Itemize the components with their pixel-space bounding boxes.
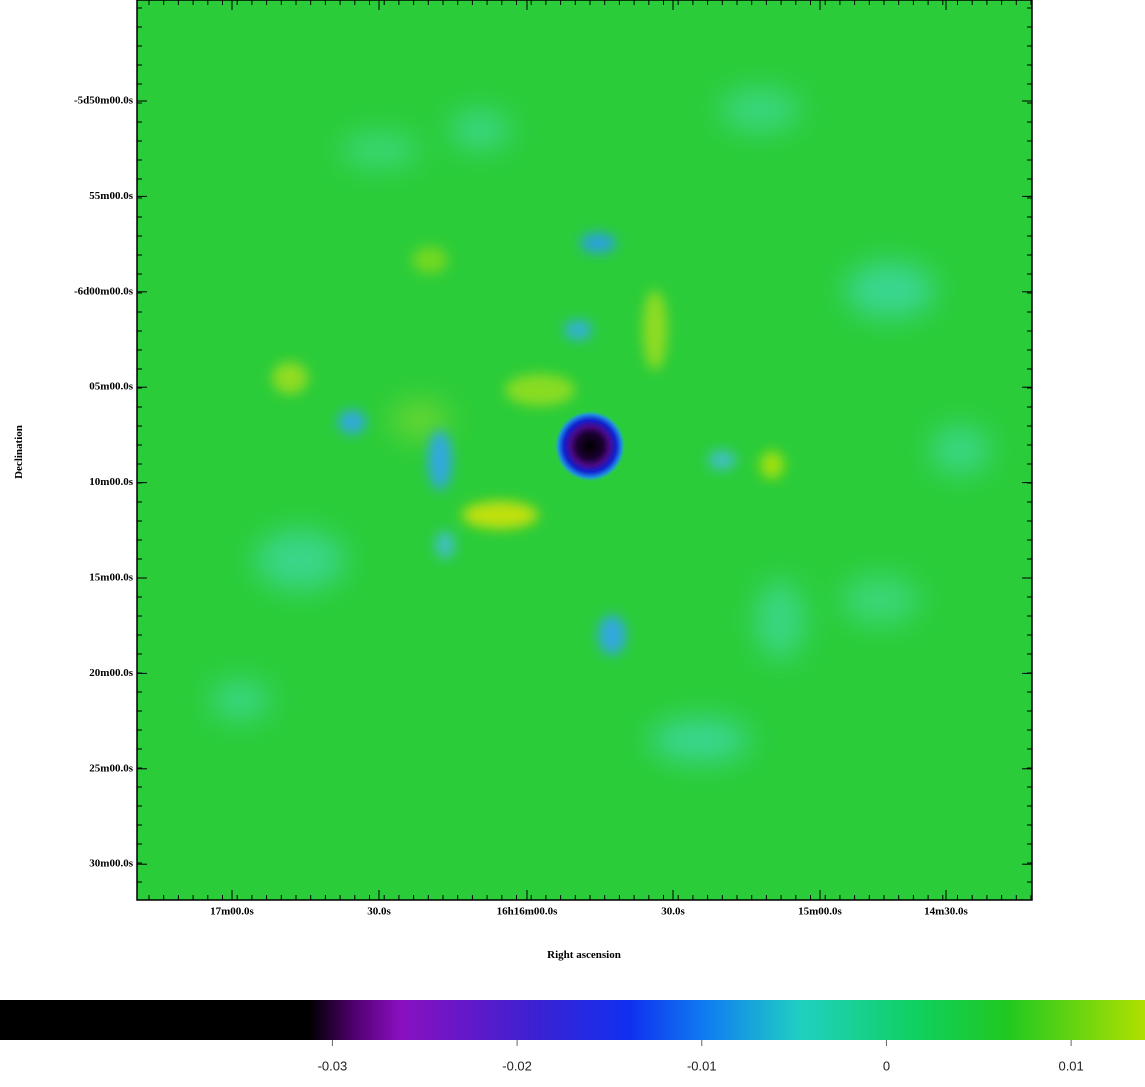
x-tick-label: 14m30.0s	[924, 906, 968, 918]
x-tick-label: 16h16m00.0s	[497, 906, 559, 918]
colorbar	[0, 1000, 1145, 1040]
colorbar-tick-label: -0.03	[318, 1058, 348, 1073]
y-tick-label: 25m00.0s	[89, 762, 133, 774]
page: {"chart_data": { "type": "image", "xlabe…	[0, 0, 1145, 1087]
y-tick-label: 10m00.0s	[89, 476, 133, 488]
colorbar-tick-label: -0.02	[502, 1058, 532, 1073]
y-tick-label: 15m00.0s	[89, 572, 133, 584]
colorbar-tick-label: 0	[883, 1058, 890, 1073]
x-tick-label: 17m00.0s	[210, 906, 254, 918]
y-tick-label: 30m00.0s	[89, 858, 133, 870]
y-tick-label: -6d00m00.0s	[74, 285, 134, 297]
x-tick-label: 15m00.0s	[798, 906, 842, 918]
y-tick-label: -5d50m00.0s	[74, 95, 134, 107]
colorbar-tick-label: 0.01	[1058, 1058, 1083, 1073]
x-tick-label: 30.0s	[661, 906, 685, 918]
y-tick-label: 20m00.0s	[89, 667, 133, 679]
x-axis-label: Right ascension	[547, 949, 621, 961]
image	[137, 0, 1032, 900]
x-tick-label: 30.0s	[367, 906, 391, 918]
y-tick-label: 05m00.0s	[89, 381, 133, 393]
colorbar-tick-label: -0.01	[687, 1058, 717, 1073]
y-tick-label: 55m00.0s	[89, 190, 133, 202]
point-source	[554, 410, 626, 482]
y-axis-label: Declination	[13, 425, 25, 479]
chart: Right ascension Declination 17m00.0s 30.0…	[0, 0, 1145, 1087]
